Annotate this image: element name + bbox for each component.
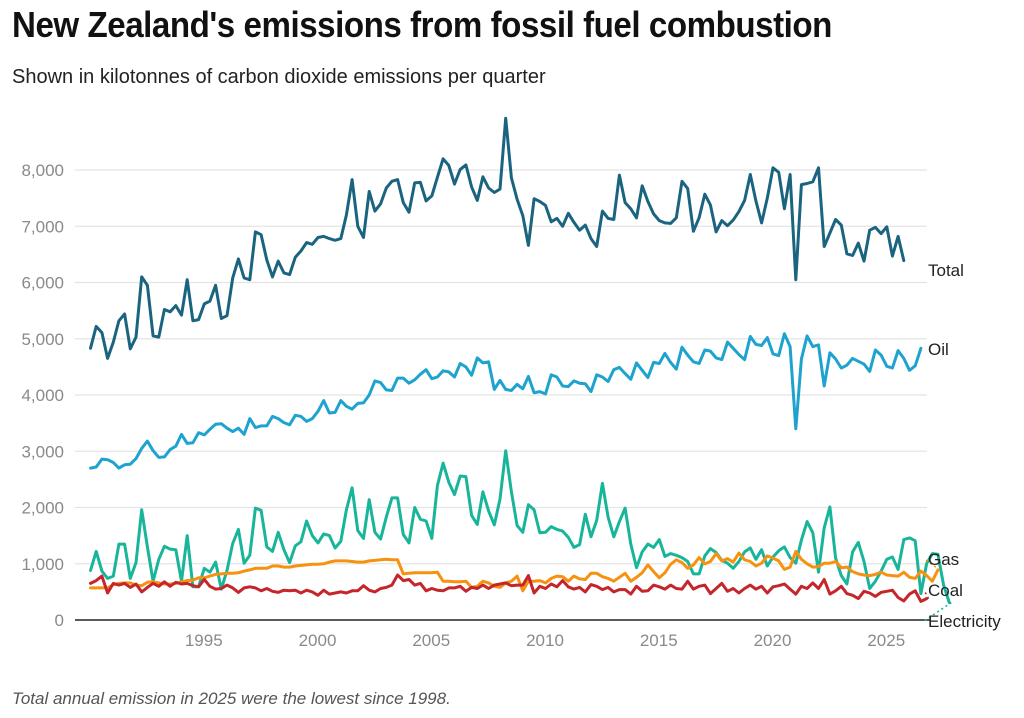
x-tick-label: 1995 [185, 631, 223, 650]
series-label-gas: Gas [928, 550, 959, 569]
y-axis-ticks: 0 1,000 2,000 3,000 4,000 5,000 6,000 7,000 8,00… [21, 161, 64, 630]
series-label-electricity: Electricity [928, 612, 1001, 631]
gridlines [75, 169, 930, 621]
label-leader-electricity [923, 601, 952, 622]
x-axis-ticks: 1995 2000 2005 2010 2015 2020 2025 [185, 631, 905, 650]
chart-title: New Zealand's emissions from fossil fuel… [12, 4, 832, 45]
x-tick-label: 2000 [299, 631, 337, 650]
y-tick-label: 2,000 [21, 499, 64, 518]
footnote: Total annual emission in 2025 were the l… [12, 689, 451, 708]
label-leader-gas [923, 558, 941, 571]
series-line-gas [89, 549, 940, 593]
label-leader-coal [923, 589, 930, 599]
x-tick-label: 2020 [754, 631, 792, 650]
series-end-labels: Total Oil Electricity Gas Coal [923, 261, 1001, 631]
series-line-electricity [89, 449, 951, 605]
x-tick-label: 2005 [412, 631, 450, 650]
x-tick-label: 2025 [867, 631, 905, 650]
series-line-coal [89, 573, 929, 603]
y-tick-label: 0 [55, 611, 64, 630]
series-label-coal: Coal [928, 581, 963, 600]
series-label-total: Total [928, 261, 964, 280]
series-line-total [89, 116, 906, 360]
y-tick-label: 6,000 [21, 274, 64, 293]
chart-subtitle: Shown in kilotonnes of carbon dioxide em… [12, 66, 546, 88]
x-tick-label: 2010 [526, 631, 564, 650]
series-lines [89, 116, 951, 605]
x-tick-label: 2015 [640, 631, 678, 650]
y-tick-label: 3,000 [21, 442, 64, 461]
y-tick-label: 7,000 [21, 217, 64, 236]
y-tick-label: 1,000 [21, 555, 64, 574]
series-label-oil: Oil [928, 340, 949, 359]
series-line-oil [89, 332, 923, 470]
y-tick-label: 4,000 [21, 386, 64, 405]
y-tick-label: 5,000 [21, 330, 64, 349]
y-tick-label: 8,000 [21, 161, 64, 180]
